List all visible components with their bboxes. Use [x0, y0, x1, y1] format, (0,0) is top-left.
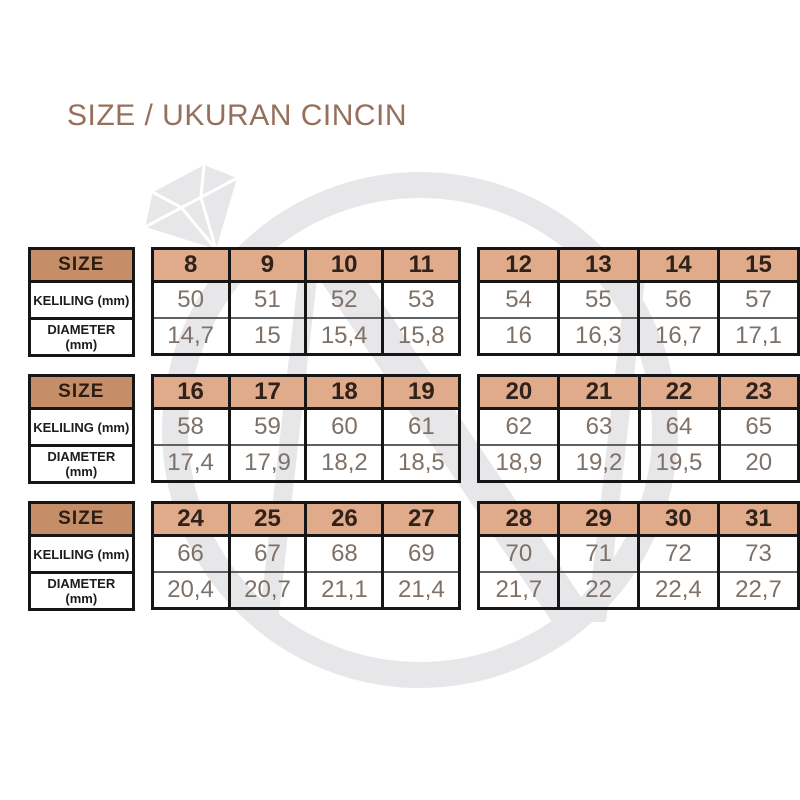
keliling-value-cell: 68 [304, 535, 385, 573]
keliling-value-cell: 56 [636, 281, 720, 319]
keliling-value-cell: 59 [227, 408, 308, 446]
keliling-value-cell: 65 [717, 408, 800, 446]
keliling-value-cell: 51 [227, 281, 308, 319]
keliling-row-label: KELILING (mm) [28, 280, 135, 320]
diameter-value-cell: 19,2 [557, 444, 641, 483]
size-header-cell: 26 [304, 501, 385, 537]
keliling-value-cell: 69 [381, 535, 462, 573]
size-header-cell: 10 [304, 247, 385, 283]
diameter-row-label: DIAMETER (mm) [28, 571, 135, 611]
keliling-value-cell: 54 [477, 281, 560, 319]
keliling-value-cell: 60 [304, 408, 385, 446]
keliling-value-cell: 50 [150, 281, 231, 319]
keliling-value-cell: 57 [716, 281, 800, 319]
keliling-value-cell: 62 [477, 408, 561, 446]
diameter-value-cell: 21,7 [477, 571, 561, 610]
size-header-cell: 22 [637, 374, 721, 410]
size-header-cell: 11 [381, 247, 462, 283]
size-header-cell: 18 [304, 374, 385, 410]
page-title: SIZE / UKURAN CINCIN [67, 99, 408, 132]
size-header-cell: 29 [557, 501, 640, 537]
keliling-row-label: KELILING (mm) [28, 407, 135, 447]
diameter-value-cell: 17,9 [227, 444, 308, 483]
ring-size-table: 24 25 26 27 66 67 68 69 20,4 20,7 21,1 21,4 [150, 501, 462, 610]
diameter-value-cell: 17,4 [150, 444, 231, 483]
keliling-value-cell: 64 [637, 408, 721, 446]
diameter-value-cell: 16 [477, 317, 560, 356]
ring-size-table: 16 17 18 19 58 59 60 61 17,4 17,9 18,2 18,5 [150, 374, 462, 483]
size-header-cell: 13 [556, 247, 640, 283]
diameter-value-cell: 21,4 [381, 571, 462, 610]
size-header-cell: 30 [636, 501, 720, 537]
diameter-value-cell: 15 [227, 317, 308, 356]
keliling-value-cell: 72 [636, 535, 720, 573]
ring-size-table: 12 13 14 15 54 55 56 57 16 16,3 16,7 17,1 [477, 247, 800, 356]
size-header-cell: 27 [381, 501, 462, 537]
size-header-cell: 14 [636, 247, 720, 283]
size-header-cell: 28 [477, 501, 561, 537]
row-label-column: SIZE KELILING (mm) DIAMETER (mm) [28, 374, 135, 484]
size-header-cell: 15 [716, 247, 800, 283]
diameter-value-cell: 22,7 [716, 571, 800, 610]
diameter-value-cell: 18,5 [381, 444, 462, 483]
size-header-cell: 8 [150, 247, 231, 283]
size-header-cell: 9 [227, 247, 308, 283]
size-table-row-group: SIZE KELILING (mm) DIAMETER (mm) 8 9 10 11 50 51… [28, 247, 800, 357]
size-tables-area: SIZE KELILING (mm) DIAMETER (mm) 8 9 10 11 50 51… [28, 247, 800, 628]
diameter-value-cell: 18,2 [304, 444, 385, 483]
keliling-value-cell: 55 [556, 281, 640, 319]
keliling-value-cell: 52 [304, 281, 385, 319]
diamond-icon [144, 164, 238, 251]
diameter-value-cell: 15,4 [304, 317, 385, 356]
size-header-cell: 20 [477, 374, 561, 410]
diameter-value-cell: 20,7 [227, 571, 308, 610]
keliling-value-cell: 70 [477, 535, 561, 573]
diameter-value-cell: 22 [557, 571, 640, 610]
row-label-column: SIZE KELILING (mm) DIAMETER (mm) [28, 247, 135, 357]
diameter-row-label: DIAMETER (mm) [28, 444, 135, 484]
keliling-value-cell: 67 [227, 535, 308, 573]
size-header-cell: 24 [150, 501, 231, 537]
size-header-cell: 23 [717, 374, 800, 410]
size-header-cell: 19 [381, 374, 462, 410]
size-header-cell: 31 [716, 501, 800, 537]
keliling-value-cell: 73 [716, 535, 800, 573]
diameter-value-cell: 21,1 [304, 571, 385, 610]
diameter-row-label: DIAMETER (mm) [28, 317, 135, 357]
diameter-value-cell: 15,8 [381, 317, 462, 356]
size-header-cell: 25 [227, 501, 308, 537]
diameter-value-cell: 20 [717, 444, 800, 483]
size-row-label: SIZE [28, 374, 135, 410]
diameter-value-cell: 17,1 [716, 317, 800, 356]
diameter-value-cell: 22,4 [636, 571, 720, 610]
row-label-column: SIZE KELILING (mm) DIAMETER (mm) [28, 501, 135, 611]
size-row-label: SIZE [28, 501, 135, 537]
diameter-value-cell: 19,5 [637, 444, 721, 483]
keliling-value-cell: 58 [150, 408, 231, 446]
diameter-value-cell: 20,4 [150, 571, 231, 610]
diameter-value-cell: 18,9 [477, 444, 561, 483]
size-row-label: SIZE [28, 247, 135, 283]
keliling-value-cell: 71 [557, 535, 640, 573]
keliling-row-label: KELILING (mm) [28, 534, 135, 574]
diameter-value-cell: 16,3 [556, 317, 640, 356]
keliling-value-cell: 63 [557, 408, 641, 446]
keliling-value-cell: 53 [381, 281, 462, 319]
size-header-cell: 21 [557, 374, 641, 410]
size-header-cell: 12 [477, 247, 560, 283]
ring-size-table: 20 21 22 23 62 63 64 65 18,9 19,2 19,5 20 [477, 374, 800, 483]
ring-size-table: 8 9 10 11 50 51 52 53 14,7 15 15,4 15,8 [150, 247, 462, 356]
keliling-value-cell: 66 [150, 535, 231, 573]
ring-size-table: 28 29 30 31 70 71 72 73 21,7 22 22,4 22,7 [477, 501, 800, 610]
diameter-value-cell: 14,7 [150, 317, 231, 356]
size-table-row-group: SIZE KELILING (mm) DIAMETER (mm) 24 25 26 27 66… [28, 501, 800, 611]
size-table-row-group: SIZE KELILING (mm) DIAMETER (mm) 16 17 18 19 58… [28, 374, 800, 484]
keliling-value-cell: 61 [381, 408, 462, 446]
size-header-cell: 16 [150, 374, 231, 410]
size-header-cell: 17 [227, 374, 308, 410]
diameter-value-cell: 16,7 [636, 317, 720, 356]
